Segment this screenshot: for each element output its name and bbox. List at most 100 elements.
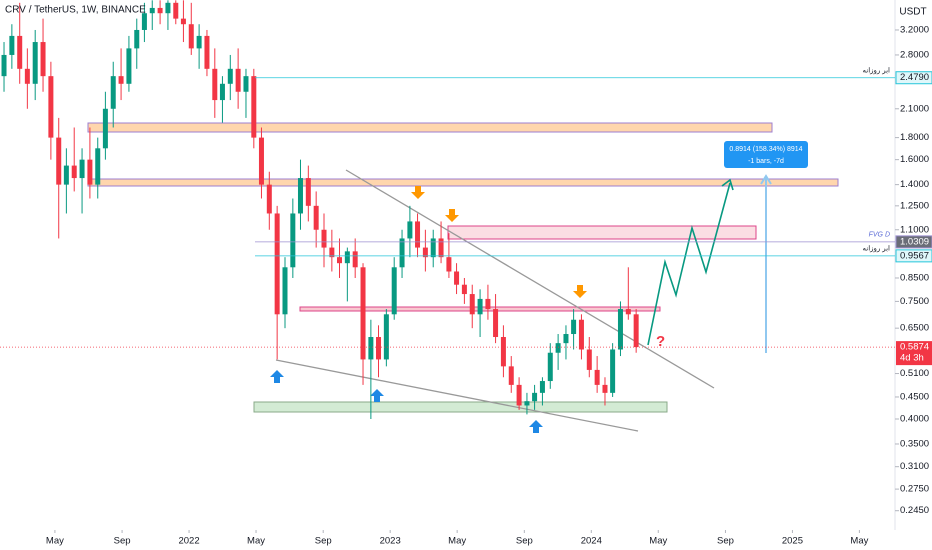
- candle-body: [102, 108, 108, 149]
- level-tag: [895, 71, 932, 85]
- candle-body: [461, 284, 467, 295]
- trend-line: [345, 169, 715, 389]
- candle-body: [126, 48, 132, 84]
- candle-body: [477, 298, 483, 315]
- candle-body: [578, 319, 584, 350]
- y-tick-label: 1.8000: [900, 132, 929, 143]
- candle-body: [290, 213, 296, 268]
- candle-body: [352, 251, 358, 268]
- x-tick-label: May: [247, 536, 265, 547]
- candle-body: [391, 267, 397, 315]
- candle-body: [165, 2, 171, 14]
- projection-head: [721, 178, 734, 191]
- candle-body: [422, 247, 428, 258]
- y-tick-label: 1.1000: [900, 224, 929, 235]
- candle-body: [485, 298, 491, 310]
- candle-body: [454, 271, 460, 285]
- candle-body: [625, 309, 631, 315]
- question-mark: ?: [656, 333, 665, 350]
- candle-body: [56, 137, 62, 185]
- level-label: 0.9567: [900, 250, 929, 261]
- level-tag: [895, 249, 932, 263]
- candle-body: [305, 178, 311, 206]
- drawings: [87, 122, 839, 433]
- candle-body: [438, 238, 444, 258]
- arrow-markers: [270, 186, 587, 433]
- candle-body: [313, 205, 319, 230]
- candle-body: [383, 314, 389, 360]
- x-tick-label: 2024: [581, 536, 602, 547]
- candle-body: [141, 13, 147, 30]
- candle-body: [40, 42, 46, 77]
- candle-body: [329, 247, 335, 258]
- level-tag: [895, 235, 932, 249]
- x-tick-label: 2025: [782, 536, 803, 547]
- candle-body: [563, 334, 569, 344]
- candle-body: [446, 257, 452, 272]
- y-tick-label: 2.1000: [900, 103, 929, 114]
- candle-body: [500, 337, 506, 367]
- level-label: 1.0309: [900, 236, 929, 247]
- candle-body: [24, 68, 30, 84]
- candle-body: [469, 294, 475, 315]
- y-tick-label: 1.2500: [900, 200, 929, 211]
- last-price-tag: [896, 341, 932, 366]
- candle-body: [399, 238, 405, 268]
- candle-body: [266, 184, 272, 214]
- candle-body: [571, 319, 577, 335]
- last-price-label: 0.5874: [900, 342, 929, 353]
- candle-body: [212, 68, 218, 101]
- candle-body: [95, 148, 101, 185]
- y-tick-label: 0.3500: [900, 438, 929, 449]
- candle-body: [516, 384, 522, 406]
- x-tick-label: May: [46, 536, 64, 547]
- candle-body: [407, 221, 413, 239]
- measure-text: -1 bars, -7d: [748, 158, 784, 165]
- projection: [647, 182, 731, 346]
- candle-body: [586, 349, 592, 370]
- candle-body: [555, 343, 561, 353]
- candle-body: [219, 83, 225, 101]
- candle-body: [360, 267, 366, 360]
- candle-body: [134, 29, 140, 49]
- candle-body: [9, 35, 15, 55]
- candle-body: [415, 221, 421, 248]
- candle-body: [508, 366, 514, 385]
- y-tick-label: 0.8500: [900, 272, 929, 283]
- candle-body: [243, 76, 249, 92]
- x-tick-label: May: [448, 536, 466, 547]
- candle-body: [196, 35, 202, 49]
- x-tick-label: May: [850, 536, 868, 547]
- candle-body: [1, 54, 7, 77]
- candle-body: [87, 159, 93, 185]
- x-tick-label: May: [649, 536, 667, 547]
- candle-body: [79, 159, 85, 179]
- x-tick-label: Sep: [114, 536, 131, 547]
- candle-body: [227, 68, 233, 84]
- axis-label: USDT: [899, 7, 926, 18]
- candle-body: [539, 381, 545, 393]
- candle-body: [633, 314, 639, 348]
- candle-body: [297, 178, 303, 214]
- y-tick-label: 0.6500: [900, 323, 929, 334]
- chart-title: CRV / TetherUS, 1W, BINANCE: [5, 5, 146, 16]
- x-tick-label: Sep: [717, 536, 734, 547]
- demand-zone: [253, 401, 668, 413]
- candle-body: [493, 309, 499, 338]
- y-tick-label: 0.7500: [900, 296, 929, 307]
- candle-body: [617, 309, 623, 350]
- x-tick-label: Sep: [315, 536, 332, 547]
- level-name: ابر روزانه: [863, 67, 891, 75]
- level-label: 2.4790: [900, 72, 929, 83]
- y-tick-label: 0.5100: [900, 368, 929, 379]
- y-tick-label: 0.3100: [900, 461, 929, 472]
- candle-body: [282, 267, 288, 315]
- candle-body: [188, 24, 194, 49]
- countdown: 4d 3h: [900, 353, 924, 364]
- supply-zone: [87, 122, 773, 133]
- candle-body: [180, 18, 186, 25]
- candle-body: [157, 7, 163, 14]
- measure-text: 0.8914 (158.34%) 8914: [729, 146, 802, 153]
- x-tick-label: 2023: [380, 536, 401, 547]
